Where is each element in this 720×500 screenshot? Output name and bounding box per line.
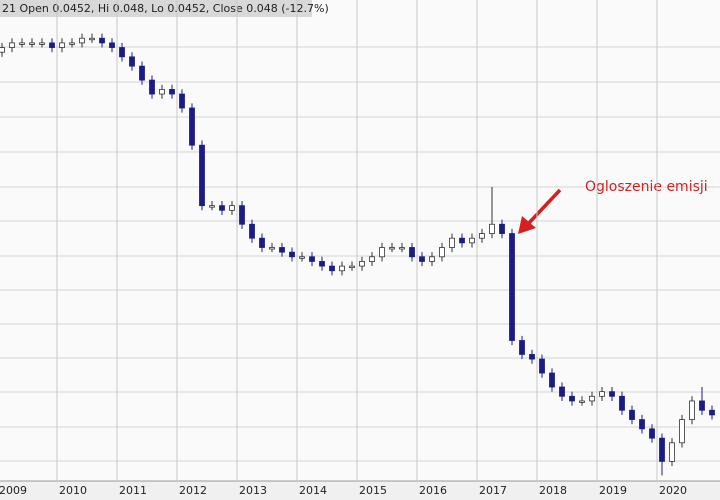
candle-body — [439, 247, 445, 258]
candle-body — [409, 247, 415, 258]
candle-body — [109, 42, 115, 48]
candle-body — [389, 247, 395, 250]
candle-body — [79, 37, 85, 44]
candle-body — [539, 358, 545, 374]
h-grid — [0, 46, 720, 462]
candle-body — [69, 42, 75, 45]
candle-body — [199, 144, 205, 207]
candle-body — [219, 205, 225, 211]
candle-body — [579, 400, 585, 403]
candle-body — [639, 419, 645, 430]
candle-body — [129, 56, 135, 67]
candle-body — [679, 419, 685, 444]
x-axis-band — [0, 481, 720, 500]
candle-body — [469, 237, 475, 244]
candle-body — [299, 256, 305, 259]
candle-body — [629, 409, 635, 420]
candle-body — [569, 395, 575, 402]
x-tick-label: 2020 — [659, 484, 687, 497]
candle-body — [489, 223, 495, 234]
candle-body — [339, 265, 345, 272]
candle-body — [369, 256, 375, 262]
x-tick-label: 2016 — [419, 484, 447, 497]
candle-body — [59, 42, 65, 48]
candle-body — [159, 89, 165, 95]
candle-body — [259, 237, 265, 248]
candle-body — [279, 247, 285, 253]
candle-body — [309, 256, 315, 262]
candle-body — [289, 251, 295, 258]
candle-body — [99, 37, 105, 44]
candle-body — [19, 42, 25, 45]
candle-body — [429, 256, 435, 262]
candle-body — [559, 386, 565, 397]
candle-body — [459, 237, 465, 244]
x-tick-label: 2012 — [179, 484, 207, 497]
annotation: Ogloszenie emisji — [585, 179, 708, 195]
candle-body — [479, 233, 485, 239]
candle-body — [209, 205, 215, 208]
candle-body — [549, 372, 555, 388]
header-text: 21 Open 0.0452, Hi 0.048, Lo 0.0452, Clo… — [2, 2, 329, 15]
candle-body — [599, 391, 605, 397]
candle-body — [39, 42, 45, 45]
candle-body — [689, 400, 695, 420]
candle-body — [359, 261, 365, 267]
candle-body — [9, 42, 15, 48]
x-tick-label: 2009 — [0, 484, 27, 497]
candle-body — [649, 428, 655, 439]
candle-body — [29, 42, 35, 45]
candle-body — [499, 223, 505, 234]
candle-body — [669, 442, 675, 462]
candle-body — [89, 37, 95, 41]
x-tick-label: 2017 — [479, 484, 507, 497]
candle-body — [329, 265, 335, 272]
candle-body — [149, 79, 155, 95]
candle-body — [319, 261, 325, 267]
candle-body — [349, 265, 355, 269]
annotation-arrow — [518, 188, 562, 234]
candle-body — [509, 233, 515, 341]
candle-body — [709, 409, 715, 416]
candle-body — [609, 391, 615, 397]
candle-body — [589, 395, 595, 402]
candle-body — [379, 247, 385, 258]
candle-body — [179, 93, 185, 109]
candle-body — [239, 205, 245, 225]
x-tick-label: 2013 — [239, 484, 267, 497]
candle-body — [229, 205, 235, 211]
header-bar — [0, 0, 312, 17]
candle-body — [269, 247, 275, 250]
x-tick-label: 2014 — [299, 484, 327, 497]
candle-body — [529, 354, 535, 360]
candle-body — [399, 247, 405, 250]
candle-body — [519, 340, 525, 355]
candle-body — [659, 437, 665, 462]
candle-body — [119, 47, 125, 58]
candle-body — [249, 223, 255, 239]
x-tick-label: 2018 — [539, 484, 567, 497]
candle-body — [169, 89, 175, 95]
candle-body — [49, 42, 55, 48]
x-tick-label: 2011 — [119, 484, 147, 497]
x-tick-label: 2019 — [599, 484, 627, 497]
candle-body — [0, 47, 5, 53]
candle-body — [449, 237, 455, 248]
candle-body — [419, 256, 425, 262]
x-tick-label: 2010 — [59, 484, 87, 497]
x-tick-label: 2015 — [359, 484, 387, 497]
candle-body — [189, 107, 195, 146]
candle-body — [699, 400, 705, 411]
candle-body — [619, 395, 625, 411]
candle-body — [139, 65, 145, 81]
